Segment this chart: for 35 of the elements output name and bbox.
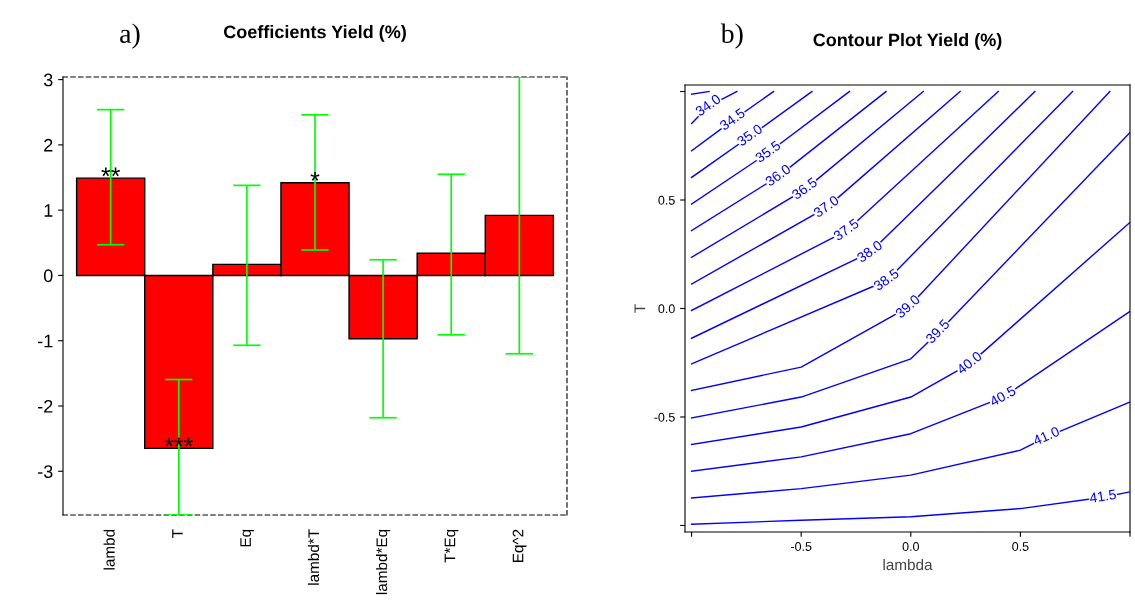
x-tick-label: T*Eq (444, 529, 459, 563)
x-axis-title: lambda (883, 558, 933, 571)
x-tick-label: Eq (240, 529, 255, 547)
y-axis-title: T (634, 304, 646, 313)
text: a) (120, 23, 140, 49)
chart-title: Coefficients Yield (%) (223, 25, 406, 42)
y-tick-label: 0.5 (658, 195, 675, 205)
series-label: 38.5 (872, 268, 900, 292)
series-label: 40.5 (988, 385, 1017, 407)
y-tick-label: 0.0 (658, 304, 675, 314)
y-tick-label: -0.5 (654, 412, 675, 422)
x-tick-label: -0.5 (790, 542, 812, 551)
x-tick-label: 0.5 (1012, 542, 1029, 551)
y-tick-label: -2 (38, 399, 53, 413)
y-tick-label: 0 (43, 269, 53, 283)
y-tick-label: 3 (43, 73, 53, 87)
x-tick-label: T (172, 529, 183, 538)
x-tick-label: lambd*T (307, 529, 320, 585)
x-tick-label: 0.0 (902, 542, 919, 551)
chart-title: Contour Plot Yield (%) (813, 33, 1002, 50)
x-tick-label: lambd (103, 529, 115, 570)
series-label: 34.0 (694, 93, 722, 117)
series-label: 37.5 (832, 218, 860, 242)
series-label: 41.0 (1032, 426, 1061, 446)
y-tick-label: 1 (44, 204, 53, 217)
series-label: 39.0 (894, 294, 921, 319)
text: b) (720, 23, 743, 49)
x-tick-label: lambd*Eq (375, 529, 391, 595)
x-tick-label: Eq^2 (512, 529, 527, 562)
y-tick-label: -3 (38, 465, 53, 478)
series-label: 40.0 (955, 350, 983, 375)
series-label: 36.0 (764, 163, 792, 187)
y-tick-label: 2 (44, 138, 53, 152)
y-tick-label: -1 (38, 334, 53, 348)
series-label: 38.0 (856, 239, 883, 263)
